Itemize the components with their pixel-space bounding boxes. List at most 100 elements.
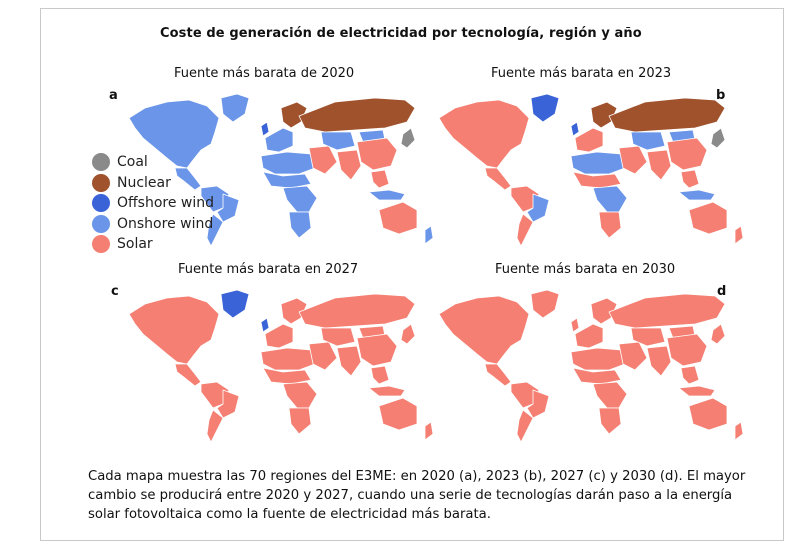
region-middle-east <box>308 341 338 371</box>
world-map-2027 <box>128 289 434 443</box>
region-southeast-asia <box>370 169 390 189</box>
region-greenland <box>530 289 560 319</box>
region-indonesia <box>368 189 406 201</box>
region-central-america <box>174 363 202 387</box>
region-russia <box>298 97 416 133</box>
panel-d-title: Fuente más barata en 2030 <box>495 262 676 277</box>
legend-item-solar: Solar <box>92 234 214 255</box>
region-southeast-asia <box>370 365 390 385</box>
region-central-america <box>484 167 512 191</box>
region-indonesia <box>368 385 406 397</box>
caption-line: solar fotovoltaica como la fuente de ele… <box>88 507 491 522</box>
legend-label: Coal <box>117 154 148 171</box>
region-north-america <box>128 99 220 169</box>
legend-item-onshore-wind: Onshore wind <box>92 214 214 235</box>
legend-label: Offshore wind <box>117 195 215 212</box>
region-middle-east <box>308 145 338 175</box>
region-north-africa <box>570 347 626 371</box>
region-central-america <box>174 167 202 191</box>
region-central-america <box>484 363 512 387</box>
region-middle-east <box>618 341 648 371</box>
region-indonesia <box>678 385 716 397</box>
region-sahel <box>572 171 622 189</box>
region-australia <box>378 397 418 431</box>
region-southeast-asia <box>680 365 700 385</box>
region-china <box>356 333 398 367</box>
region-indonesia <box>678 189 716 201</box>
figure-frame <box>40 8 784 541</box>
caption-line: Cada mapa muestra las 70 regiones del E3… <box>88 469 746 484</box>
region-china <box>356 137 398 171</box>
region-scandinavia <box>280 297 308 325</box>
region-south-america <box>200 381 230 409</box>
legend-swatch-coal <box>92 153 110 172</box>
region-southern-africa <box>288 407 312 435</box>
region-china <box>666 333 708 367</box>
region-uk <box>570 121 580 137</box>
region-china <box>666 137 708 171</box>
figure-caption: Cada mapa muestra las 70 regiones del E3… <box>88 467 746 524</box>
panel-d-letter: d <box>717 284 727 299</box>
legend-label: Nuclear <box>117 174 171 191</box>
region-south-america <box>510 381 540 409</box>
region-southern-africa <box>288 211 312 239</box>
region-north-america <box>438 99 530 169</box>
region-australia <box>378 201 418 235</box>
panel-c-letter: c <box>111 284 119 299</box>
legend-item-nuclear: Nuclear <box>92 173 214 194</box>
region-central-africa <box>592 381 628 409</box>
region-sahel <box>262 171 312 189</box>
region-north-america <box>128 295 220 365</box>
region-western-europe <box>264 127 294 153</box>
region-western-europe <box>574 323 604 349</box>
panel-c-title: Fuente más barata en 2027 <box>178 262 359 277</box>
region-south-asia <box>646 345 672 377</box>
region-central-asia <box>320 327 356 347</box>
region-southern-cone <box>516 213 534 247</box>
region-scandinavia <box>280 101 308 129</box>
region-sahel <box>262 367 312 385</box>
region-scandinavia <box>590 101 618 129</box>
panel-b-letter: b <box>716 88 726 103</box>
region-russia <box>608 97 726 133</box>
region-new-zealand <box>424 421 434 441</box>
region-australia <box>688 201 728 235</box>
region-greenland <box>220 289 250 319</box>
panel-a-letter: a <box>109 88 118 103</box>
region-western-europe <box>264 323 294 349</box>
legend-swatch-onshore-wind <box>92 214 110 233</box>
region-new-zealand <box>734 421 744 441</box>
region-south-asia <box>336 345 362 377</box>
region-south-america <box>510 185 540 213</box>
region-central-asia <box>630 131 666 151</box>
region-north-america <box>438 295 530 365</box>
region-greenland <box>220 93 250 123</box>
panel-a-title: Fuente más barata de 2020 <box>174 66 355 81</box>
region-southern-cone <box>516 409 534 443</box>
legend-item-offshore-wind: Offshore wind <box>92 193 214 214</box>
region-central-asia <box>630 327 666 347</box>
legend-swatch-offshore-wind <box>92 194 110 213</box>
region-middle-east <box>618 145 648 175</box>
region-north-africa <box>260 151 316 175</box>
region-southern-africa <box>598 211 622 239</box>
legend-label: Onshore wind <box>117 215 214 232</box>
world-map-2020 <box>128 93 434 247</box>
region-japan <box>400 127 416 149</box>
region-scandinavia <box>590 297 618 325</box>
region-north-africa <box>570 151 626 175</box>
legend: Coal Nuclear Offshore wind Onshore wind … <box>92 152 214 255</box>
region-western-europe <box>574 127 604 153</box>
figure-title: Coste de generación de electricidad por … <box>160 26 642 41</box>
region-south-america <box>200 185 230 213</box>
region-south-asia <box>336 149 362 181</box>
region-uk <box>260 121 270 137</box>
region-central-africa <box>282 185 318 213</box>
region-central-africa <box>282 381 318 409</box>
region-southern-africa <box>598 407 622 435</box>
caption-line: cambio se producirá entre 2020 y 2027, c… <box>88 488 733 503</box>
region-uk <box>260 317 270 333</box>
region-new-zealand <box>734 225 744 245</box>
region-japan <box>400 323 416 345</box>
world-map-2023 <box>438 93 744 247</box>
